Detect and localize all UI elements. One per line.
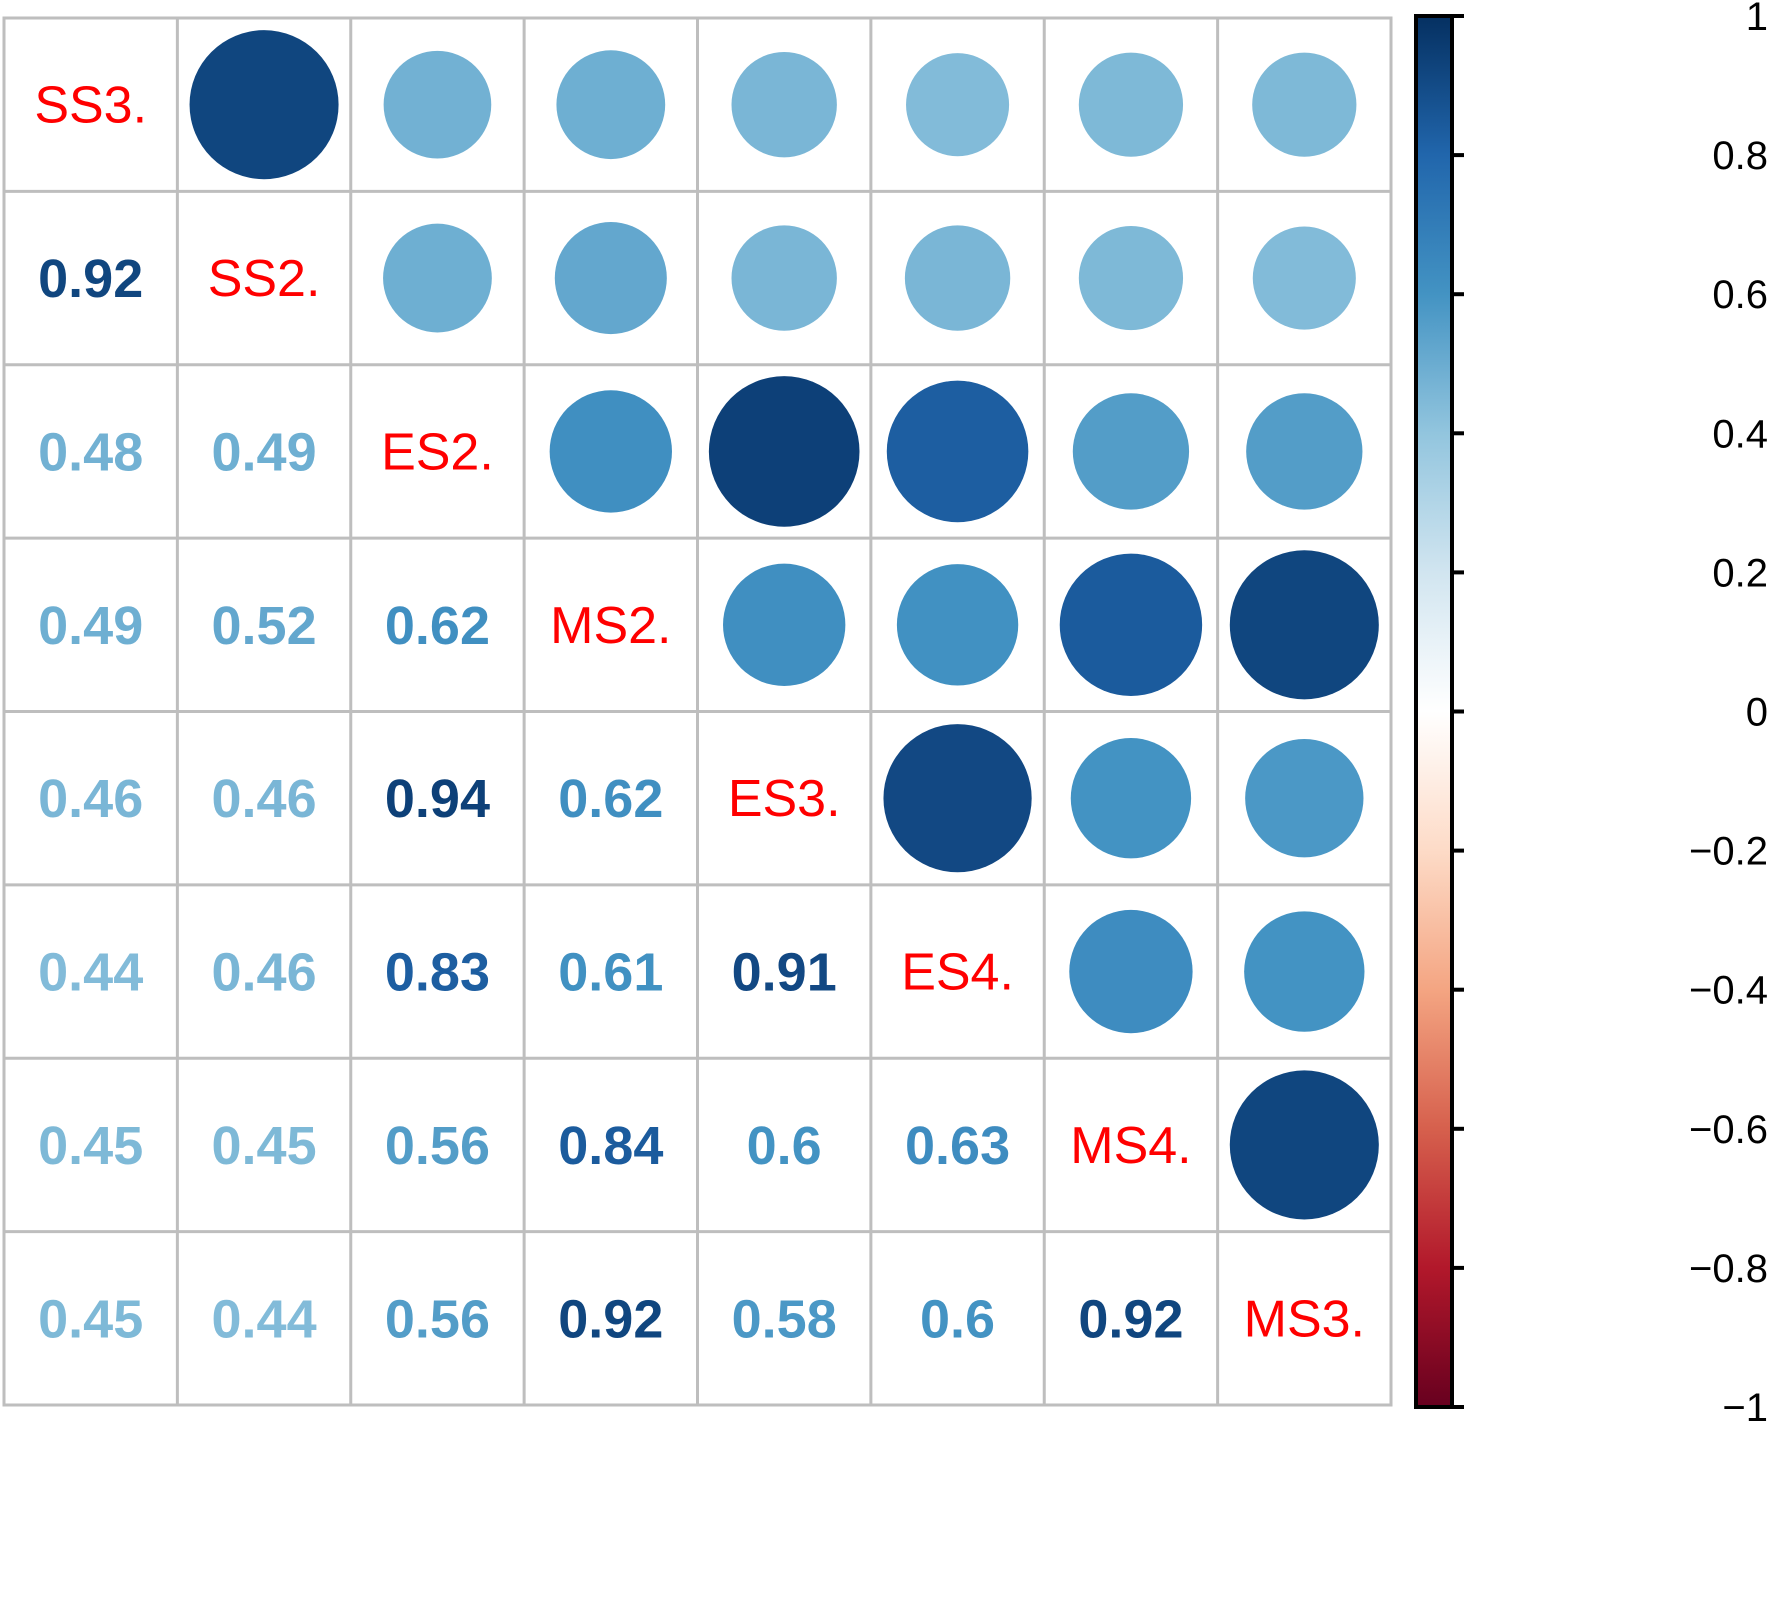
correlation-circle — [896, 564, 1019, 686]
correlation-value: 0.61 — [558, 943, 663, 1003]
correlation-value: 0.56 — [385, 1289, 490, 1349]
matrix-cells: SS3. 0.92 SS2. 0.48 0.49 ES2. 0.49 0.52 0.62 MS2.… — [34, 30, 1379, 1349]
correlation-value: 0.58 — [732, 1289, 837, 1349]
colorbar-bar — [1414, 14, 1454, 1409]
colorbar-tick-label: −0.4 — [1689, 969, 1768, 1013]
correlation-circle — [1246, 393, 1363, 510]
colorbar-tick-label: −1 — [1722, 1386, 1768, 1430]
correlation-circle — [1252, 52, 1357, 157]
colorbar-tick-label: 0.8 — [1712, 134, 1768, 178]
correlation-circle — [1252, 226, 1356, 330]
correlation-value: 0.45 — [212, 1116, 317, 1176]
correlation-circle — [708, 376, 860, 527]
correlation-value: 0.49 — [38, 596, 143, 656]
correlation-value: 0.44 — [38, 943, 143, 1003]
correlation-circle — [1229, 1070, 1379, 1220]
correlation-value: 0.62 — [558, 769, 663, 829]
correlation-value: 0.62 — [385, 596, 490, 656]
correlation-value: 0.6 — [747, 1116, 822, 1176]
correlation-value: 0.91 — [732, 943, 837, 1003]
correlation-value: 0.92 — [38, 249, 143, 309]
colorbar-legend: 1 0.8 0.6 0.4 0.2 0 −0.2 −0.4 −0.6 −0.8 −1 — [1414, 0, 1768, 1430]
variable-label: MS2. — [550, 597, 671, 655]
correlation-circle — [549, 390, 672, 513]
colorbar-ticks: 1 0.8 0.6 0.4 0.2 0 −0.2 −0.4 −0.6 −0.8 −1 — [1452, 0, 1768, 1430]
correlation-circle — [883, 724, 1032, 873]
colorbar-tick-label: 0.2 — [1712, 551, 1768, 595]
correlation-circle — [731, 225, 837, 331]
correlation-value: 0.48 — [38, 422, 143, 482]
correlation-value: 0.49 — [212, 422, 317, 482]
correlation-value: 0.46 — [38, 769, 143, 829]
variable-label: ES2. — [381, 423, 494, 481]
correlation-value: 0.46 — [212, 943, 317, 1003]
colorbar-tick-label: −0.2 — [1689, 830, 1768, 874]
colorbar-tick-label: 0.4 — [1712, 412, 1768, 456]
matrix-grid — [2, 16, 1393, 1407]
correlation-circle — [554, 222, 667, 335]
correlation-circle — [904, 225, 1011, 331]
variable-label: ES3. — [728, 770, 841, 828]
correlation-circle — [383, 50, 492, 159]
variable-label: MS3. — [1244, 1290, 1365, 1348]
correlation-value: 0.52 — [212, 596, 317, 656]
correlation-circle — [1078, 52, 1184, 157]
correlation-value: 0.45 — [38, 1289, 143, 1349]
colorbar-tick-label: 0.6 — [1712, 273, 1768, 317]
variable-label: MS4. — [1070, 1117, 1191, 1175]
colorbar-tick-label: −0.8 — [1689, 1247, 1768, 1291]
correlation-circle — [1244, 911, 1365, 1032]
variable-label: SS3. — [34, 77, 147, 135]
colorbar-tick-label: 0 — [1746, 691, 1768, 735]
correlation-circle — [1069, 909, 1193, 1034]
correlation-circle — [1245, 739, 1364, 858]
correlation-value: 0.63 — [905, 1116, 1010, 1176]
correlation-circle — [189, 30, 339, 180]
correlation-circle — [383, 223, 492, 333]
correlation-circle — [731, 51, 837, 158]
correlation-circle — [1070, 738, 1192, 859]
correlation-circle — [1059, 553, 1203, 697]
colorbar-tick-label: −0.6 — [1689, 1108, 1768, 1152]
correlation-circle — [886, 380, 1029, 523]
correlation-circle — [1078, 225, 1184, 331]
correlation-value: 0.56 — [385, 1116, 490, 1176]
correlation-value: 0.83 — [385, 943, 490, 1003]
correlation-circle — [723, 563, 846, 686]
variable-label: SS2. — [208, 250, 321, 308]
correlation-circle — [1072, 393, 1190, 510]
correlation-value: 0.45 — [38, 1116, 143, 1176]
correlation-value: 0.44 — [212, 1289, 317, 1349]
correlation-value: 0.92 — [558, 1289, 663, 1349]
variable-label: ES4. — [901, 944, 1014, 1002]
correlation-circle — [556, 50, 666, 160]
correlation-value: 0.6 — [920, 1289, 995, 1349]
correlation-circle — [906, 53, 1010, 157]
correlation-value: 0.46 — [212, 769, 317, 829]
correlation-value: 0.94 — [385, 769, 490, 829]
colorbar-tick-label: 1 — [1746, 0, 1768, 39]
correlation-value: 0.92 — [1078, 1289, 1183, 1349]
correlation-value: 0.84 — [558, 1116, 663, 1176]
correlation-circle — [1229, 550, 1379, 700]
